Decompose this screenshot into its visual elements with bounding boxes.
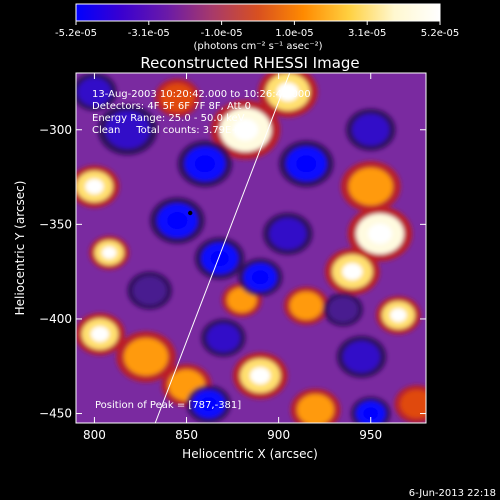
heatmap-core [101, 246, 117, 259]
heatmap-core [167, 212, 188, 230]
heatmap-bright-source [400, 389, 426, 419]
x-tick-label: 850 [175, 428, 198, 442]
y-axis: −300 −350 −400 −450 [39, 123, 426, 421]
y-axis-label: Heliocentric Y (arcsec) [13, 181, 27, 316]
heatmap-core [194, 155, 216, 173]
heatmap-bright-source [123, 337, 169, 376]
colorbar-tick-label: 5.2e-05 [421, 28, 459, 39]
x-axis: 800 850 900 950 [83, 73, 382, 442]
heatmap-core [342, 263, 363, 281]
heatmap-core [296, 155, 317, 173]
peak-marker [188, 210, 193, 216]
heatmap-core [232, 118, 259, 141]
footer-timestamp: 6-Jun-2013 22:18 [409, 488, 496, 499]
colorbar-tick-label: -3.1e-05 [128, 28, 170, 39]
y-tick-label: −300 [39, 123, 72, 137]
heatmap-core [276, 82, 299, 102]
heatmap-bright-source [289, 291, 323, 320]
image-annotations: 13-Aug-2003 10:20:42.000 to 10:26:42.000… [92, 89, 311, 411]
heatmap-core [390, 308, 407, 323]
heatmap-bright-source [297, 394, 334, 423]
annotation-energy-range: Energy Range: 25.0 - 50.0 keV [92, 113, 245, 124]
heatmap-core [250, 367, 271, 385]
heatmap-core [200, 397, 217, 412]
y-tick-label: −450 [39, 407, 72, 421]
x-tick-label: 800 [83, 428, 106, 442]
colorbar-tick-label: -1.0e-05 [201, 28, 243, 39]
heatmap-core [90, 326, 110, 342]
y-tick-label: −400 [39, 312, 72, 326]
heatmap-negative-region [269, 218, 307, 250]
colorbar-unit-label: (photons cm⁻² s⁻¹ asec⁻²) [193, 41, 322, 52]
annotation-clean-counts: Clean Total counts: 3.79E+03 [92, 125, 252, 136]
y-tick-label: −350 [39, 217, 72, 231]
x-tick-label: 950 [359, 428, 382, 442]
colorbar-tick-label: -5.2e-05 [55, 28, 97, 39]
plot-frame [75, 72, 427, 424]
heatmap-negative-region [133, 276, 167, 305]
heatmap-negative-region [352, 114, 390, 146]
x-axis-label: Heliocentric X (arcsec) [182, 447, 318, 461]
heatmap-bright-source [348, 167, 393, 206]
solar-limb-line [154, 73, 291, 423]
heatmap-negative-region [206, 323, 240, 352]
chart-title: Reconstructed RHESSI Image [140, 54, 359, 72]
heatmap-negative-region [343, 341, 380, 373]
colorbar-tick-label: 3.1e-05 [348, 28, 386, 39]
annotation-peak-position: Position of Peak = [787,-381] [95, 400, 241, 411]
colorbar-tick-label: 1.0e-05 [275, 28, 313, 39]
heatmap-core [251, 270, 269, 285]
heatmap-core [85, 178, 104, 195]
colorbar [75, 3, 441, 22]
colorbar-ticks: -5.2e-05 -3.1e-05 -1.0e-05 1.0e-05 3.1e-05 5.… [55, 21, 459, 39]
heatmap-core [367, 223, 392, 244]
heatmap-negative-region [328, 296, 358, 323]
annotation-detectors: Detectors: 4F 5F 6F 7F 8F, Att 0 [92, 101, 251, 112]
x-tick-label: 900 [267, 428, 290, 442]
heatmap-negative-region [77, 77, 111, 107]
annotation-time-range: 13-Aug-2003 10:20:42.000 to 10:26:42.000 [92, 89, 311, 100]
heatmap-core [210, 250, 229, 267]
heatmap-bright-source [160, 83, 194, 112]
heatmap-core [363, 407, 379, 420]
heatmap-image [76, 73, 426, 423]
heatmap-negative-region [105, 110, 150, 149]
